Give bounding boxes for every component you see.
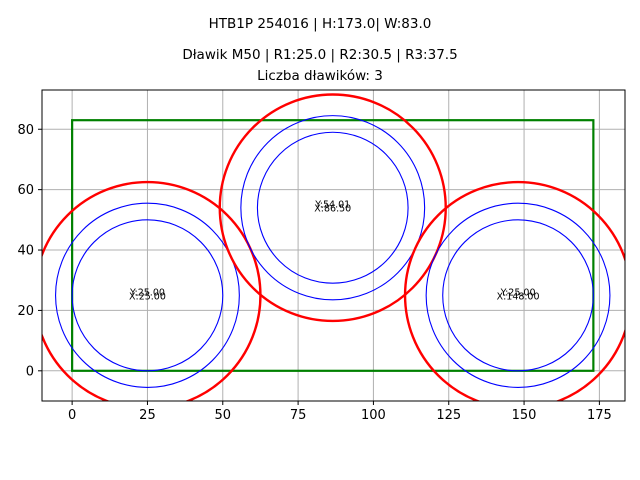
chart-subtitle: Dławik M50 | R1:25.0 | R2:30.5 | R3:37.5 <box>182 47 458 63</box>
x-tick-label: 75 <box>290 408 307 423</box>
y-tick-label: 20 <box>17 304 34 319</box>
axis-ticks: 0 25 50 75 100 125 150 175 0 20 40 60 80 <box>17 123 611 423</box>
gland-x-label: X:25.00 <box>129 291 166 302</box>
axes-frame <box>41 89 626 402</box>
x-tick-label: 25 <box>139 408 156 423</box>
gland-y-label: Y:25.00 <box>500 287 536 298</box>
gland-count-label: Liczba dławików: 3 <box>257 68 383 84</box>
x-tick-label: 150 <box>512 408 537 423</box>
plate-outline-rectangle <box>71 119 595 372</box>
gland-y-label: Y:25.00 <box>129 287 165 298</box>
x-tick-label: 0 <box>68 408 76 423</box>
gland-circle-r1 <box>442 219 594 372</box>
gland-circle-r2 <box>55 202 240 388</box>
gland-circle-r1 <box>256 131 409 284</box>
x-tick-label: 125 <box>436 408 461 423</box>
chart-title: HTB1P 254016 | H:173.0| W:83.0 <box>208 16 432 32</box>
gland-x-label: X:86.50 <box>314 204 351 215</box>
y-tick-label: 40 <box>17 244 34 259</box>
gland-circle-r2 <box>240 115 426 301</box>
gland-circle-r3 <box>403 180 625 401</box>
x-tick-label: 50 <box>215 408 232 423</box>
gland-x-label: X:148.00 <box>497 291 540 302</box>
x-tick-label: 100 <box>361 408 386 423</box>
y-tick-label: 0 <box>26 364 34 379</box>
gland-circle-r1 <box>71 219 224 372</box>
gland-y-label: Y:54.01 <box>314 200 350 211</box>
plot-content: Y:25.00X:25.00Y:54.01X:86.50Y:25.00X:148… <box>42 93 625 401</box>
y-tick-label: 80 <box>17 123 34 138</box>
gland-circle-r2 <box>425 202 611 388</box>
grid-lines <box>42 90 625 401</box>
y-tick-label: 60 <box>17 183 34 198</box>
x-tick-label: 175 <box>587 408 612 423</box>
